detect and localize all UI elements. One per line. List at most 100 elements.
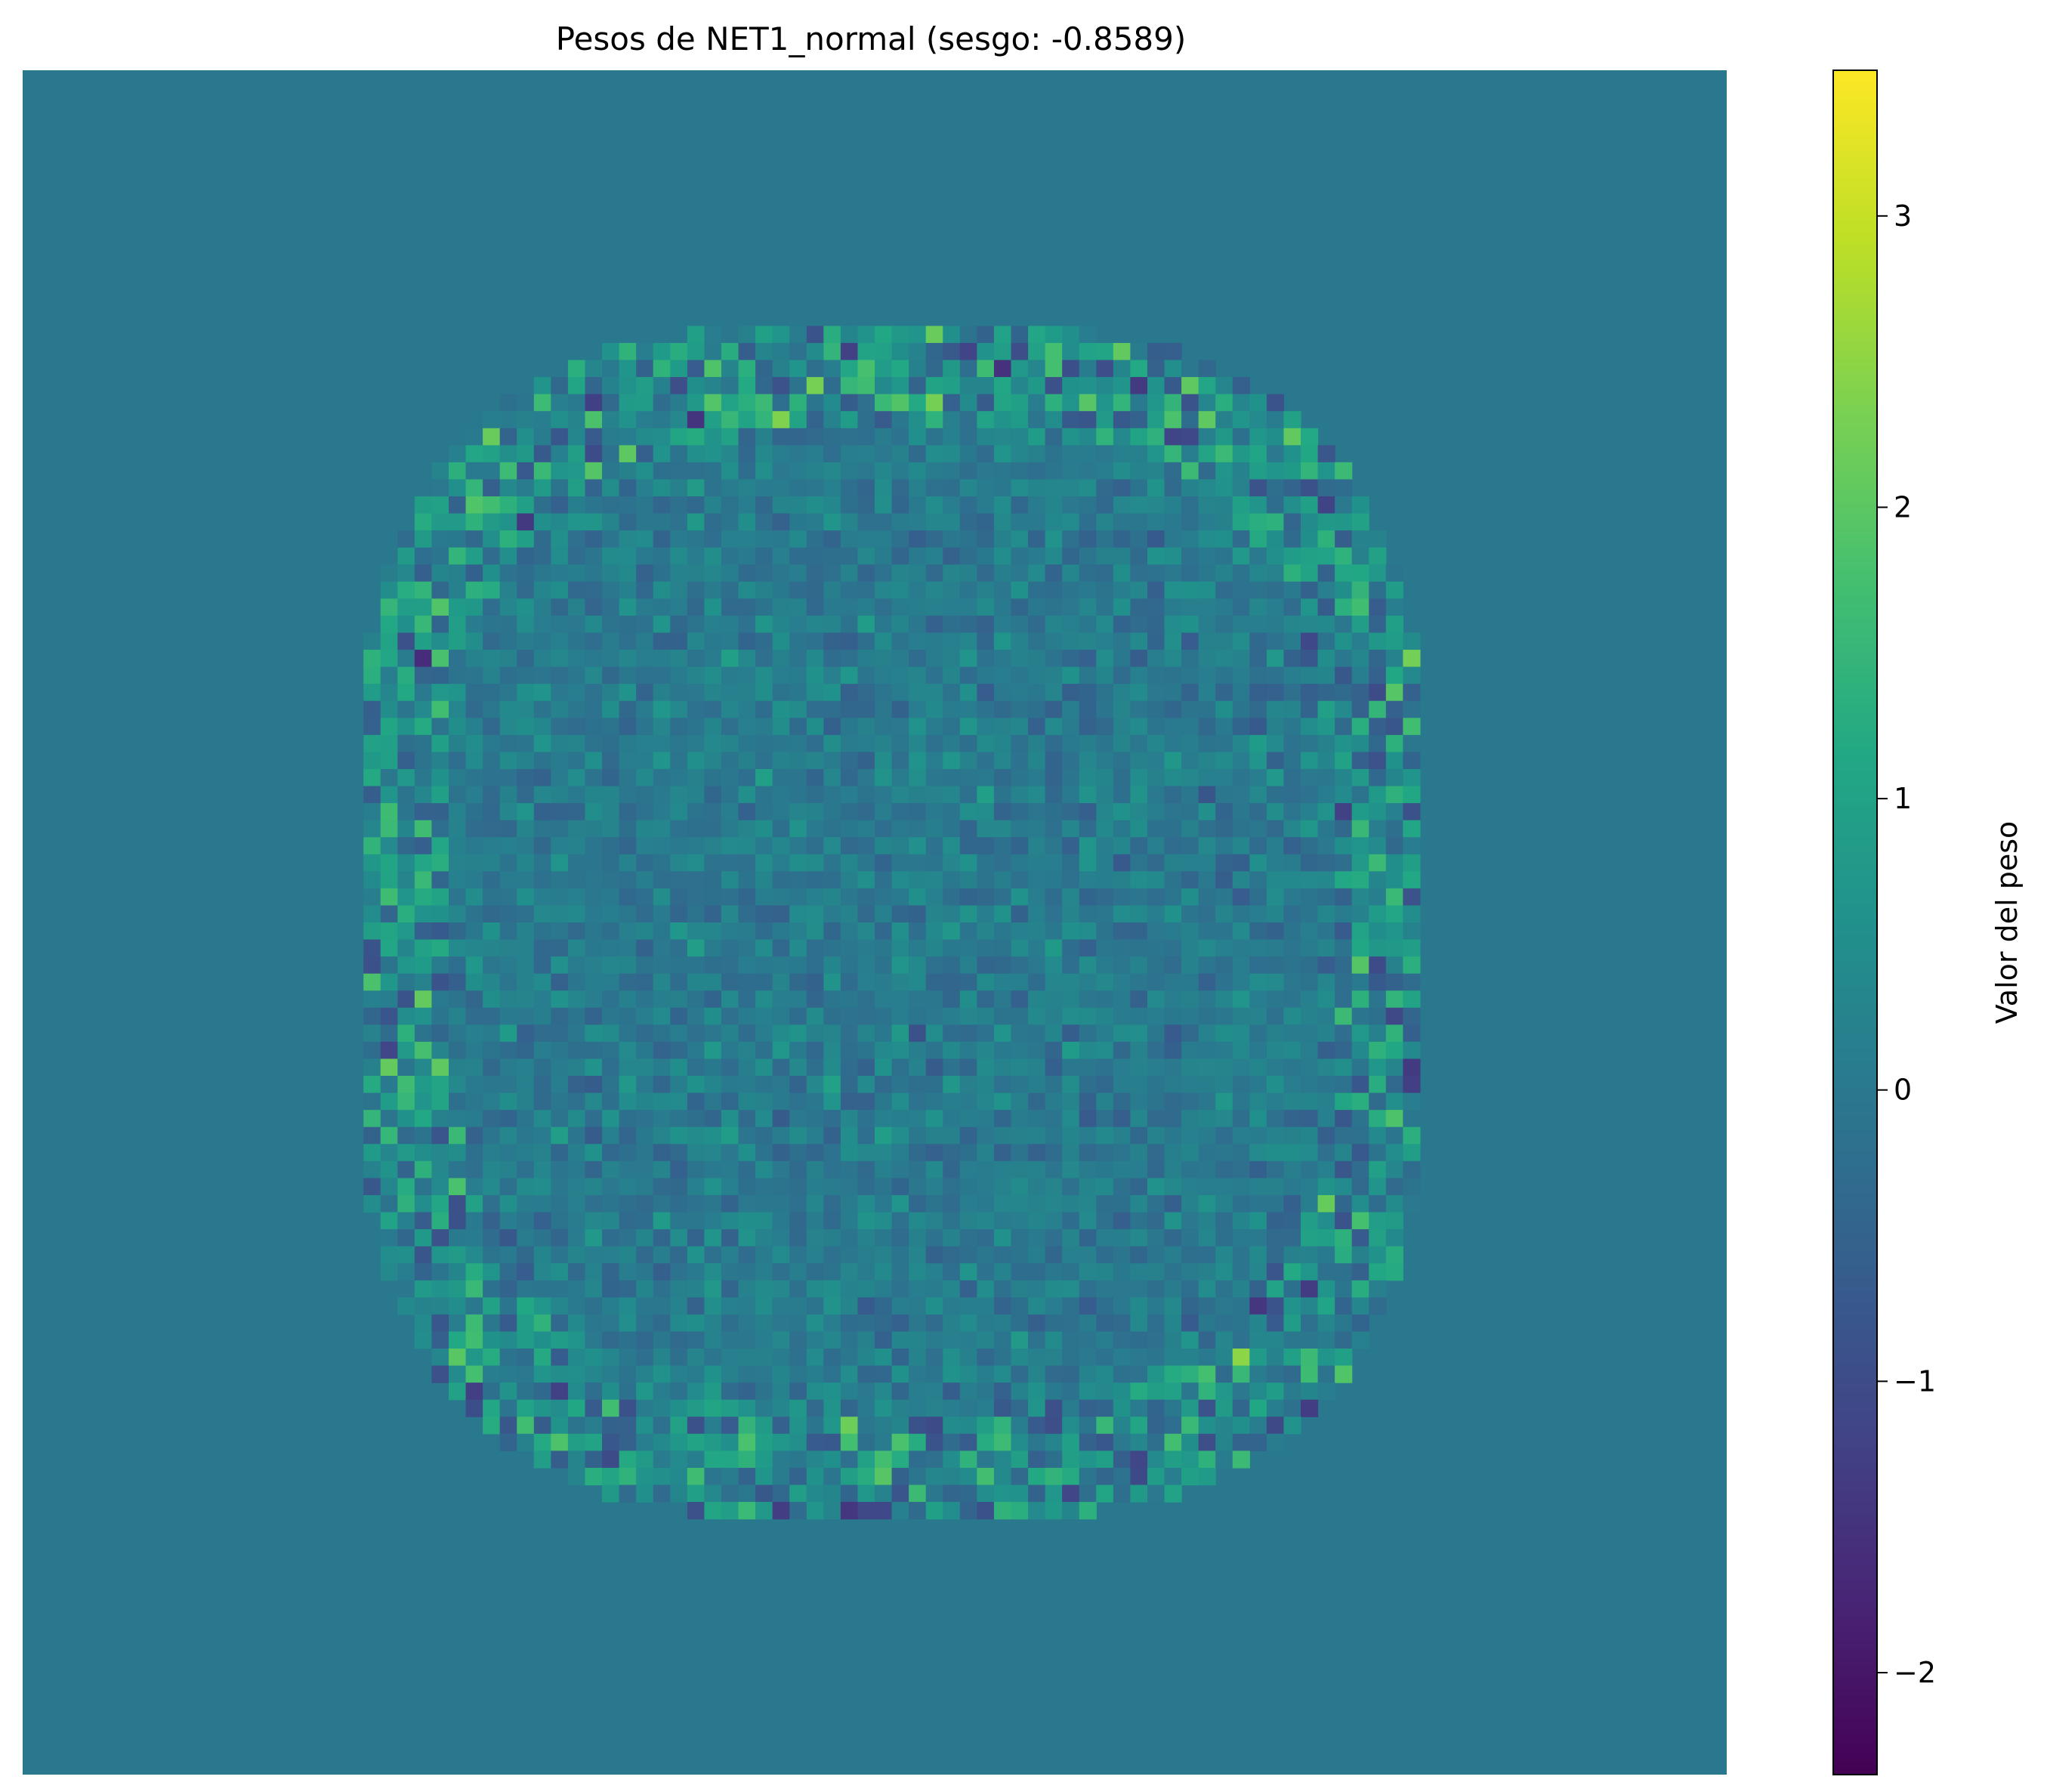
heatmap-cell <box>585 786 603 804</box>
heatmap-cell <box>755 428 773 446</box>
heatmap-cell <box>483 1399 501 1417</box>
heatmap-cell <box>993 1076 1012 1094</box>
heatmap-cell <box>431 854 449 872</box>
heatmap-cell <box>499 1126 517 1145</box>
heatmap-cell <box>551 1229 569 1247</box>
heatmap-cell <box>1164 854 1182 872</box>
heatmap-cell <box>1181 632 1199 650</box>
heatmap-cell <box>567 530 586 548</box>
heatmap-cell <box>738 1280 756 1298</box>
heatmap-cell <box>1062 1246 1080 1264</box>
heatmap-cell <box>687 752 705 770</box>
heatmap-cell <box>585 1058 603 1077</box>
heatmap-cell <box>533 394 551 412</box>
heatmap-cell <box>789 1024 807 1043</box>
heatmap-cell <box>533 1451 551 1469</box>
heatmap-cell <box>449 1024 467 1043</box>
heatmap-cell <box>993 1041 1012 1060</box>
heatmap-cell <box>687 632 705 650</box>
heatmap-cell <box>721 973 739 991</box>
heatmap-cell <box>1181 1383 1199 1401</box>
heatmap-cell <box>1079 462 1097 480</box>
heatmap-cell <box>943 1212 961 1230</box>
heatmap-cell <box>738 650 756 668</box>
heatmap-cell <box>704 905 722 923</box>
heatmap-cell <box>1403 837 1421 855</box>
heatmap-cell <box>1301 718 1319 736</box>
heatmap-cell <box>1249 462 1267 480</box>
heatmap-cell <box>1028 768 1046 787</box>
heatmap-cell <box>1062 1041 1080 1060</box>
heatmap-cell <box>585 513 603 531</box>
heatmap-cell <box>1062 1126 1080 1145</box>
heatmap-cell <box>1181 956 1199 975</box>
heatmap-cell <box>1317 1297 1335 1315</box>
heatmap-cell <box>1079 1383 1097 1401</box>
heatmap-cell <box>465 854 483 872</box>
heatmap-cell <box>823 530 841 548</box>
heatmap-cell <box>517 820 535 838</box>
heatmap-cell <box>789 1041 807 1060</box>
heatmap-cell <box>1266 939 1285 957</box>
heatmap-cell <box>755 1467 773 1486</box>
heatmap-cell <box>483 718 501 736</box>
heatmap-cell <box>721 1467 739 1486</box>
heatmap-cell <box>1164 1467 1182 1486</box>
heatmap-cell <box>1369 650 1387 668</box>
heatmap-cell <box>772 326 790 344</box>
heatmap-cell <box>1045 479 1063 497</box>
heatmap-cell <box>1113 922 1131 941</box>
heatmap-cell <box>1301 1297 1319 1315</box>
heatmap-cell <box>1045 803 1063 821</box>
heatmap-cell <box>840 1383 859 1401</box>
heatmap-cell <box>1045 820 1063 838</box>
heatmap-cell <box>925 632 943 650</box>
heatmap-cell <box>840 1160 859 1179</box>
heatmap-cell <box>721 837 739 855</box>
heatmap-cell <box>1369 922 1387 941</box>
heatmap-cell <box>1385 990 1403 1009</box>
heatmap-cell <box>1369 1007 1387 1025</box>
heatmap-cell <box>977 496 995 514</box>
heatmap-cell <box>533 718 551 736</box>
heatmap-cell <box>891 1212 909 1230</box>
heatmap-cell <box>943 1007 961 1025</box>
heatmap-cell <box>1113 462 1131 480</box>
heatmap-cell <box>670 1194 688 1213</box>
heatmap-cell <box>465 1349 483 1367</box>
heatmap-cell <box>1079 1263 1097 1281</box>
heatmap-cell <box>738 326 756 344</box>
heatmap-cell <box>567 1383 586 1401</box>
heatmap-cell <box>517 1399 535 1417</box>
heatmap-cell <box>1181 530 1199 548</box>
heatmap-cell <box>1096 718 1114 736</box>
heatmap-cell <box>1011 718 1029 736</box>
heatmap-cell <box>1147 1433 1165 1451</box>
heatmap-cell <box>909 684 927 702</box>
heatmap-cell <box>1249 820 1267 838</box>
heatmap-cell <box>977 956 995 975</box>
heatmap-cell <box>397 581 415 599</box>
heatmap-cell <box>925 1417 943 1435</box>
heatmap-cell <box>653 513 671 531</box>
heatmap-cell <box>1403 922 1421 941</box>
heatmap-cell <box>1266 632 1285 650</box>
heatmap-cell <box>1385 734 1403 752</box>
heatmap-cell <box>1385 581 1403 599</box>
heatmap-cell <box>789 1178 807 1196</box>
heatmap-cell <box>397 1144 415 1162</box>
heatmap-cell <box>823 700 841 718</box>
heatmap-cell <box>1028 1007 1046 1025</box>
heatmap-cell <box>687 1365 705 1383</box>
heatmap-cell <box>499 1297 517 1315</box>
heatmap-cell <box>789 854 807 872</box>
heatmap-cell <box>567 632 586 650</box>
heatmap-cell <box>551 1246 569 1264</box>
heatmap-cell <box>1011 1485 1029 1503</box>
heatmap-cell <box>1198 956 1216 975</box>
heatmap-cell <box>1130 479 1148 497</box>
heatmap-cell <box>875 342 893 361</box>
heatmap-cell <box>414 1331 433 1349</box>
heatmap-cell <box>1028 342 1046 361</box>
heatmap-cell <box>619 1076 637 1094</box>
